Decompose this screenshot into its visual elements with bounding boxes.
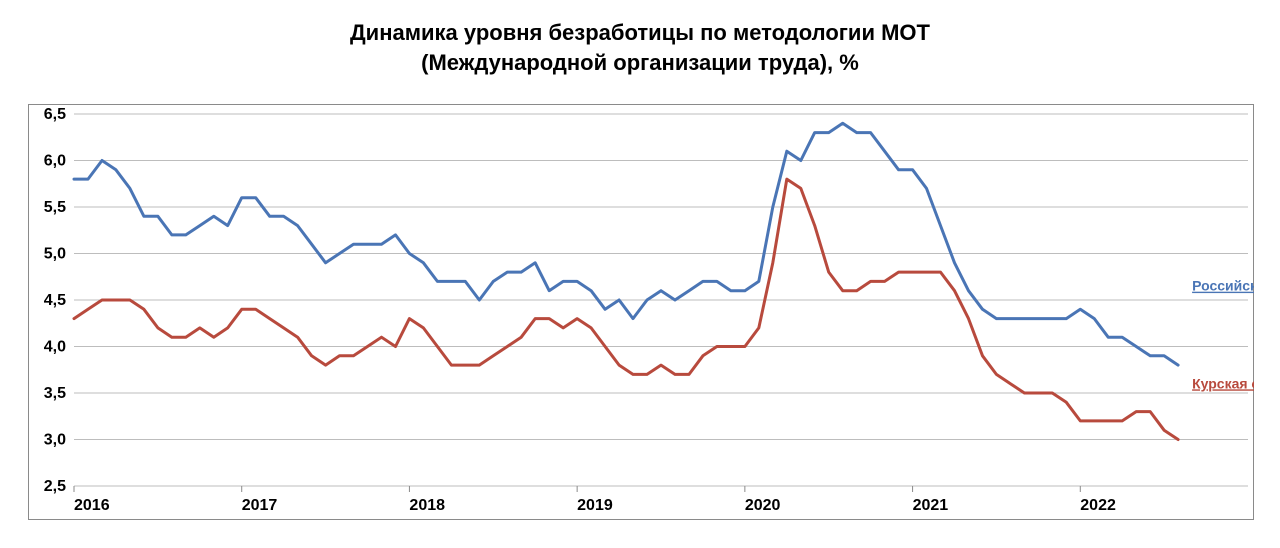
x-tick-label: 2022 bbox=[1080, 497, 1116, 514]
x-tick-label: 2017 bbox=[242, 497, 278, 514]
y-tick-label: 4,0 bbox=[44, 339, 66, 356]
y-tick-label: 5,0 bbox=[44, 246, 66, 263]
y-tick-label: 6,5 bbox=[44, 106, 66, 123]
x-tick-label: 2020 bbox=[745, 497, 781, 514]
y-tick-label: 2,5 bbox=[44, 478, 66, 495]
chart-svg: 2,53,03,54,04,55,05,56,06,52016201720182… bbox=[28, 104, 1254, 520]
y-tick-label: 3,0 bbox=[44, 432, 66, 449]
chart-title-line1: Динамика уровня безработицы по методолог… bbox=[350, 20, 930, 45]
x-tick-label: 2018 bbox=[409, 497, 445, 514]
line-chart: 2,53,03,54,04,55,05,56,06,52016201720182… bbox=[28, 104, 1254, 520]
chart-title-line2: (Международной организации труда), % bbox=[421, 50, 859, 75]
x-tick-label: 2021 bbox=[913, 497, 949, 514]
y-tick-label: 4,5 bbox=[44, 292, 66, 309]
x-tick-label: 2019 bbox=[577, 497, 613, 514]
x-axis: 2016 2017 2018 2019 2020 2021 2022 bbox=[74, 486, 1116, 514]
series-label-1: Курская область bbox=[1192, 375, 1254, 391]
x-tick-label: 2016 bbox=[74, 497, 110, 514]
series-label-0: Российская Федерация bbox=[1192, 278, 1254, 294]
y-tick-label: 3,5 bbox=[44, 385, 66, 402]
chart-title: Динамика уровня безработицы по методолог… bbox=[0, 0, 1280, 77]
plot-border bbox=[29, 105, 1254, 520]
page: Динамика уровня безработицы по методолог… bbox=[0, 0, 1280, 548]
series-line-0 bbox=[74, 123, 1178, 365]
y-tick-label: 5,5 bbox=[44, 199, 66, 216]
y-tick-label: 6,0 bbox=[44, 153, 66, 170]
